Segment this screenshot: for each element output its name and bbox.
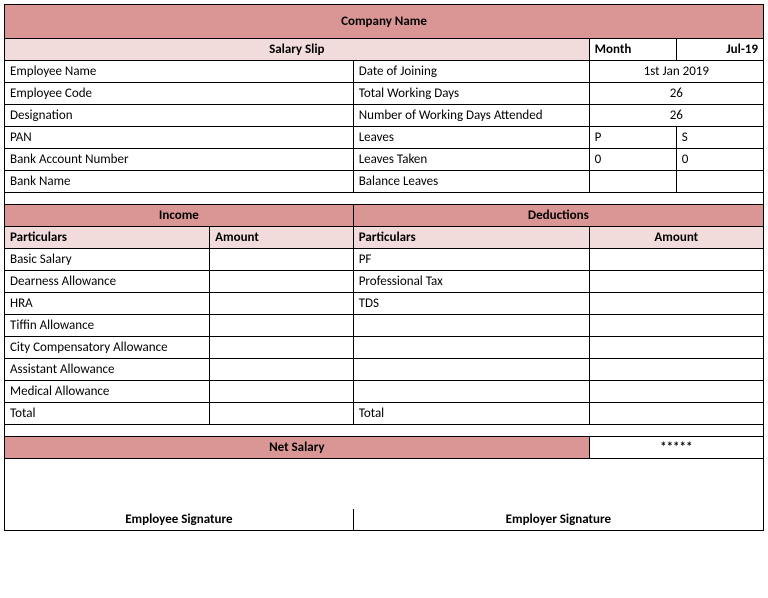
bank-acct-label: Bank Account Number: [5, 149, 354, 171]
income-basic: Basic Salary: [5, 249, 210, 271]
income-tiffin: Tiffin Allowance: [5, 315, 210, 337]
income-particulars-label: Particulars: [5, 227, 210, 249]
emp-signature: Employee Signature: [5, 509, 354, 531]
sig-space: [5, 459, 764, 509]
net-salary-value: *****: [589, 437, 763, 459]
ded-total-amt: [589, 403, 763, 425]
income-hra-amt: [210, 293, 354, 315]
employer-signature: Employer Signature: [353, 509, 763, 531]
twd-label: Total Working Days: [353, 83, 589, 105]
month-label: Month: [589, 39, 676, 61]
ded-pf-amt: [589, 249, 763, 271]
emp-name-label: Employee Name: [5, 61, 354, 83]
ded-blank1: [353, 315, 589, 337]
doj-value: 1st Jan 2019: [589, 61, 763, 83]
ded-ptax: Professional Tax: [353, 271, 589, 293]
ded-blank2: [353, 337, 589, 359]
income-medical-amt: [210, 381, 354, 403]
income-tiffin-amt: [210, 315, 354, 337]
ded-blank4: [353, 381, 589, 403]
nwda-label: Number of Working Days Attended: [353, 105, 589, 127]
ded-pf: PF: [353, 249, 589, 271]
leaves-taken-label: Leaves Taken: [353, 149, 589, 171]
ded-blank1-amt: [589, 315, 763, 337]
income-basic-amt: [210, 249, 354, 271]
balance-s: [676, 171, 763, 193]
ded-ptax-amt: [589, 271, 763, 293]
balance-p: [589, 171, 676, 193]
income-total-amt: [210, 403, 354, 425]
company-name: Company Name: [5, 5, 764, 39]
slip-title: Salary Slip: [5, 39, 590, 61]
month-value: Jul-19: [676, 39, 763, 61]
leaves-label: Leaves: [353, 127, 589, 149]
ded-blank2-amt: [589, 337, 763, 359]
income-cca: City Compensatory Allowance: [5, 337, 210, 359]
income-da-amt: [210, 271, 354, 293]
ded-blank3: [353, 359, 589, 381]
spacer2: [5, 425, 764, 437]
net-salary-label: Net Salary: [5, 437, 590, 459]
ded-blank3-amt: [589, 359, 763, 381]
deductions-header: Deductions: [353, 205, 763, 227]
designation-label: Designation: [5, 105, 354, 127]
income-hra: HRA: [5, 293, 210, 315]
pan-label: PAN: [5, 127, 354, 149]
income-da: Dearness Allowance: [5, 271, 210, 293]
income-assistant-amt: [210, 359, 354, 381]
leaves-taken-p: 0: [589, 149, 676, 171]
ded-tds: TDS: [353, 293, 589, 315]
ded-particulars-label: Particulars: [353, 227, 589, 249]
doj-label: Date of Joining: [353, 61, 589, 83]
twd-value: 26: [589, 83, 763, 105]
ded-amount-label: Amount: [589, 227, 763, 249]
nwda-value: 26: [589, 105, 763, 127]
leaves-p: P: [589, 127, 676, 149]
balance-leaves-label: Balance Leaves: [353, 171, 589, 193]
income-medical: Medical Allowance: [5, 381, 210, 403]
income-total: Total: [5, 403, 210, 425]
spacer: [5, 193, 764, 205]
emp-code-label: Employee Code: [5, 83, 354, 105]
leaves-s: S: [676, 127, 763, 149]
income-cca-amt: [210, 337, 354, 359]
income-assistant: Assistant Allowance: [5, 359, 210, 381]
ded-blank4-amt: [589, 381, 763, 403]
leaves-taken-s: 0: [676, 149, 763, 171]
salary-slip-table: Company Name Salary Slip Month Jul-19 Em…: [4, 4, 764, 531]
income-amount-label: Amount: [210, 227, 354, 249]
income-header: Income: [5, 205, 354, 227]
bank-name-label: Bank Name: [5, 171, 354, 193]
ded-tds-amt: [589, 293, 763, 315]
ded-total: Total: [353, 403, 589, 425]
